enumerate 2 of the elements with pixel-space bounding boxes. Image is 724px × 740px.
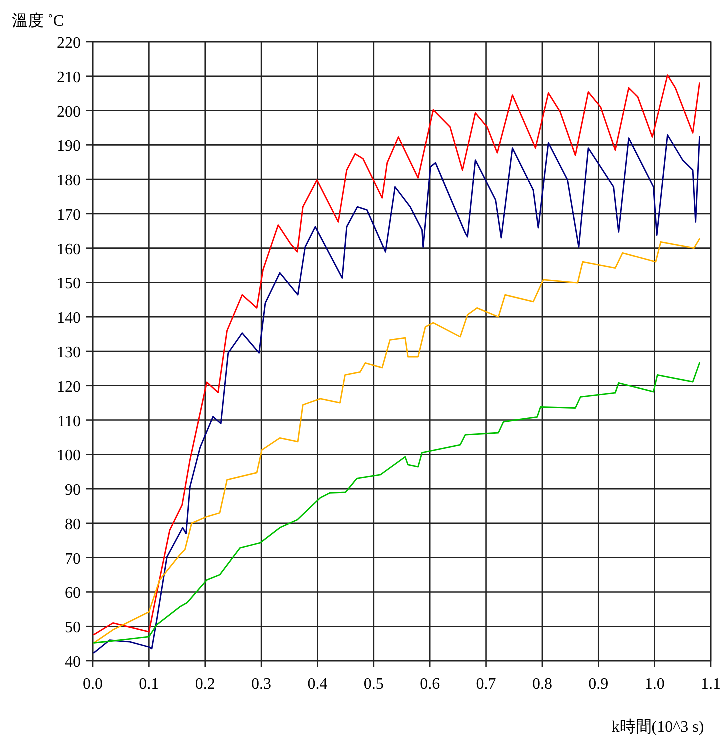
ylabel: 溫度 ˚C <box>12 13 64 30</box>
xlabel: k時間(10^3 s) <box>612 719 704 736</box>
